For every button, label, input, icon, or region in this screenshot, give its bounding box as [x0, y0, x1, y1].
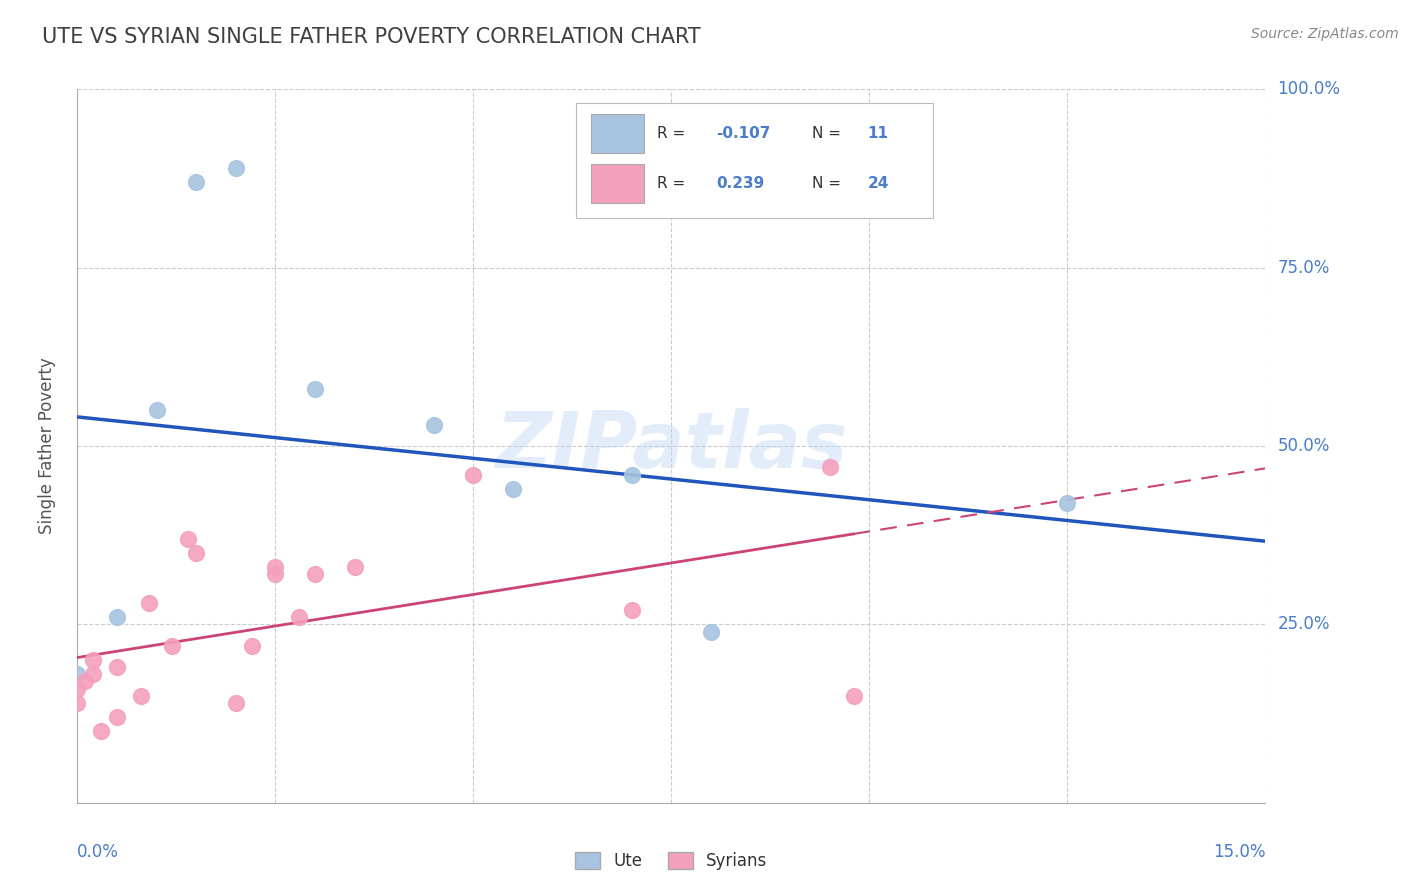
Point	[288, 610, 311, 624]
Point	[423, 417, 446, 432]
Text: UTE VS SYRIAN SINGLE FATHER POVERTY CORRELATION CHART: UTE VS SYRIAN SINGLE FATHER POVERTY CORR…	[42, 27, 702, 46]
Text: 25.0%: 25.0%	[1277, 615, 1330, 633]
Point	[463, 467, 485, 482]
Point	[129, 689, 152, 703]
Point	[1056, 496, 1078, 510]
Point	[700, 624, 723, 639]
Text: N =: N =	[811, 176, 845, 191]
Point	[105, 710, 128, 724]
Text: 0.239: 0.239	[717, 176, 765, 191]
Point	[66, 681, 89, 696]
Point	[502, 482, 524, 496]
Point	[186, 546, 208, 560]
Point	[145, 403, 167, 417]
Point	[304, 567, 326, 582]
Text: 100.0%: 100.0%	[1277, 80, 1340, 98]
Text: 11: 11	[868, 126, 889, 141]
Point	[304, 382, 326, 396]
FancyBboxPatch shape	[576, 103, 932, 218]
FancyBboxPatch shape	[591, 114, 644, 153]
Point	[818, 460, 841, 475]
Point	[620, 603, 643, 617]
Point	[240, 639, 263, 653]
Point	[343, 560, 366, 574]
Point	[177, 532, 200, 546]
Point	[82, 667, 104, 681]
Point	[138, 596, 160, 610]
Point	[90, 724, 112, 739]
Text: 50.0%: 50.0%	[1277, 437, 1330, 455]
Text: 75.0%: 75.0%	[1277, 259, 1330, 277]
Text: 15.0%: 15.0%	[1213, 843, 1265, 861]
Text: 0.0%: 0.0%	[77, 843, 120, 861]
Text: 24: 24	[868, 176, 889, 191]
Point	[264, 567, 287, 582]
Text: R =: R =	[657, 126, 690, 141]
Point	[82, 653, 104, 667]
Point	[225, 696, 247, 710]
Text: Source: ZipAtlas.com: Source: ZipAtlas.com	[1251, 27, 1399, 41]
Point	[186, 175, 208, 189]
Point	[842, 689, 865, 703]
Point	[75, 674, 97, 689]
Point	[620, 467, 643, 482]
Text: N =: N =	[811, 126, 845, 141]
Text: R =: R =	[657, 176, 690, 191]
Point	[225, 161, 247, 175]
FancyBboxPatch shape	[591, 164, 644, 203]
Point	[66, 696, 89, 710]
Point	[105, 610, 128, 624]
Point	[105, 660, 128, 674]
Point	[162, 639, 184, 653]
Legend: Ute, Syrians: Ute, Syrians	[569, 845, 773, 877]
Text: -0.107: -0.107	[717, 126, 770, 141]
Point	[264, 560, 287, 574]
Point	[66, 667, 89, 681]
Y-axis label: Single Father Poverty: Single Father Poverty	[38, 358, 56, 534]
Text: ZIPatlas: ZIPatlas	[495, 408, 848, 484]
